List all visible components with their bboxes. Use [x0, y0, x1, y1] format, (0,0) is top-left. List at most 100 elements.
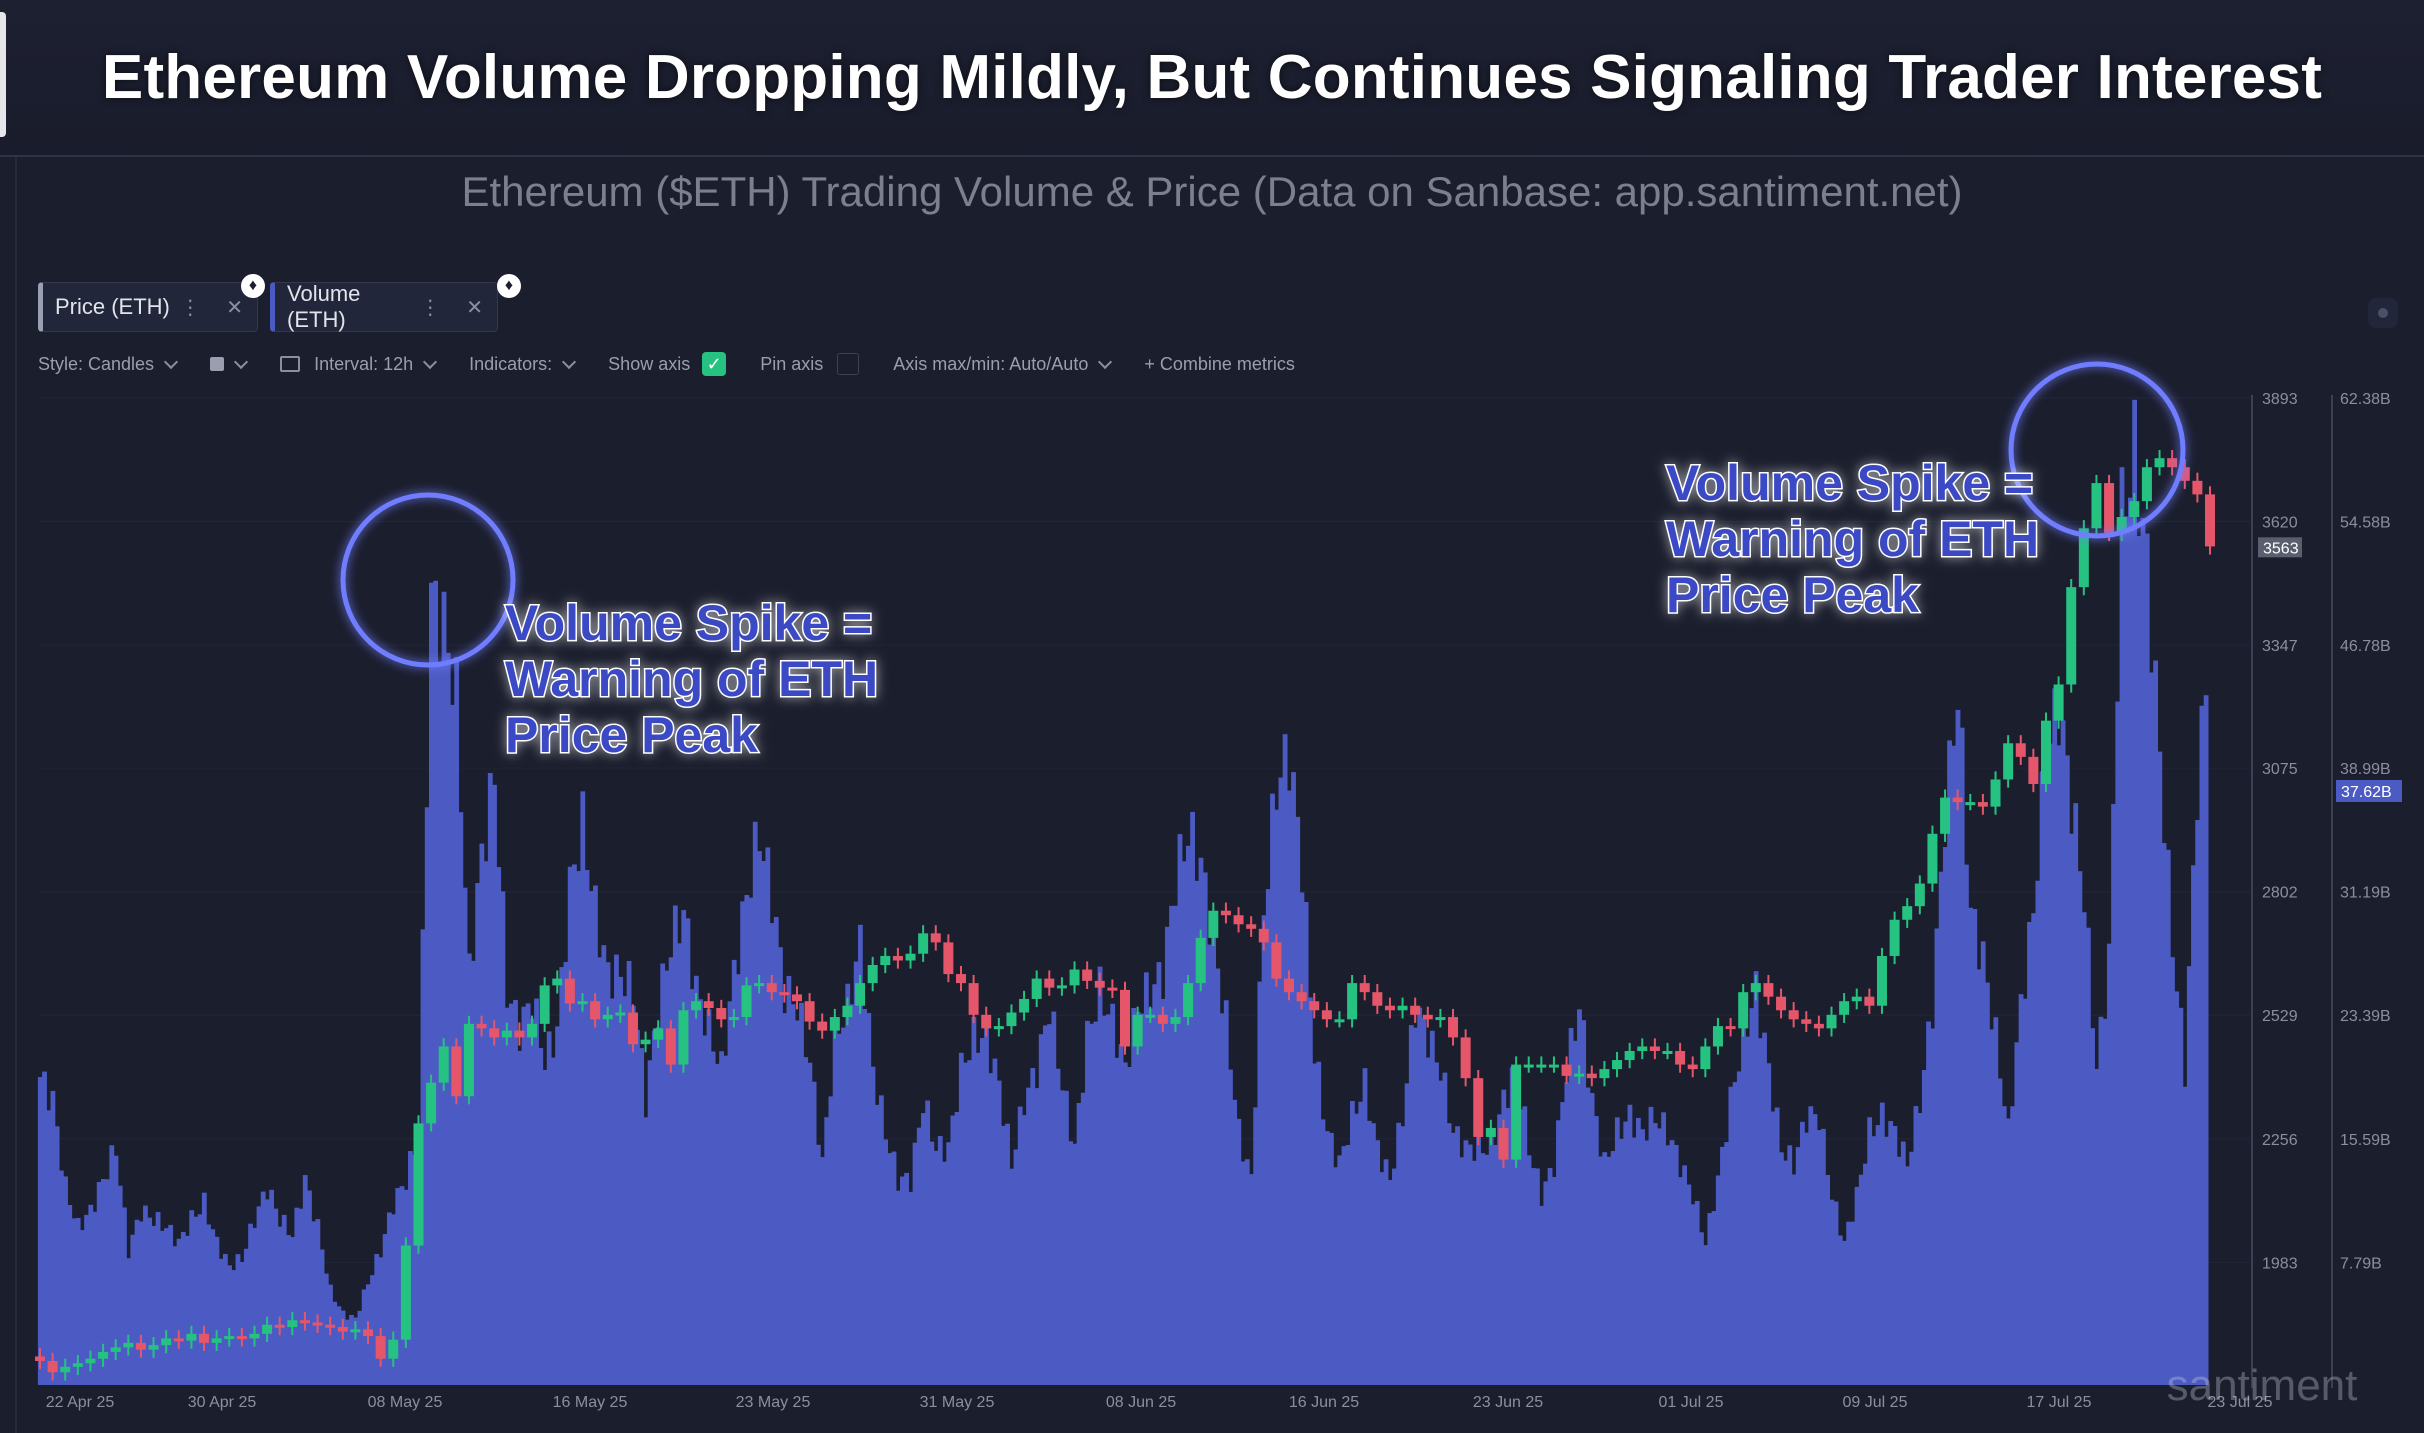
volume-bar	[1749, 1008, 1755, 1385]
volume-bar	[2195, 820, 2201, 1385]
price-series	[35, 450, 2215, 1381]
combine-metrics-button[interactable]: + Combine metrics	[1144, 354, 1295, 375]
volume-bar	[1543, 1181, 1549, 1385]
volume-bar	[143, 1205, 148, 1385]
candle-up	[388, 1339, 399, 1359]
volume-bar	[134, 1219, 140, 1385]
chart-toolbar: Style: Candles Interval: 12h Indicators:…	[38, 352, 1329, 376]
indicators-dropdown[interactable]: Indicators:	[469, 354, 577, 375]
page-title: Ethereum Volume Dropping Mildly, But Con…	[101, 43, 2323, 112]
volume-bar	[88, 1204, 94, 1385]
color-dropdown[interactable]	[210, 354, 249, 371]
candle-down	[1952, 797, 1963, 803]
volume-bar	[1640, 1129, 1645, 1385]
volume-bar	[298, 1208, 304, 1385]
volume-bar	[685, 918, 691, 1385]
volume-bar	[84, 1214, 89, 1385]
volume-bar	[2136, 535, 2142, 1385]
volume-bar	[441, 591, 447, 1385]
volume-bar	[1127, 1066, 1132, 1385]
candle-up	[1536, 1064, 1547, 1068]
interval-dropdown[interactable]: Interval: 12h	[280, 354, 438, 375]
style-dropdown[interactable]: Style: Candles	[38, 354, 179, 375]
candle-down	[1725, 1026, 1736, 1030]
candle-up	[842, 1005, 853, 1018]
tab-price-eth[interactable]: Price (ETH) ⋮ ✕	[38, 282, 258, 332]
volume-bar	[2027, 921, 2032, 1385]
combine-label: + Combine metrics	[1144, 353, 1295, 374]
volume-bar	[1884, 1136, 1889, 1385]
volume-bar	[908, 1191, 914, 1385]
volume-bar	[1892, 1125, 1898, 1385]
candle-up	[1927, 833, 1938, 884]
volume-bar	[1770, 1111, 1776, 1385]
volume-bar	[2064, 755, 2070, 1385]
candle-down	[1649, 1046, 1660, 1051]
volume-bar	[1610, 1151, 1616, 1385]
price-tick-label: 1983	[2262, 1255, 2298, 1272]
volume-bar	[740, 901, 746, 1385]
volume-bar	[2022, 998, 2028, 1385]
checkbox-unchecked-icon[interactable]	[837, 353, 860, 375]
candle-down	[135, 1342, 146, 1350]
candle-down	[1284, 978, 1295, 993]
candle-down	[1384, 1005, 1395, 1011]
volume-bar	[290, 1237, 296, 1385]
volume-bar	[1476, 1134, 1481, 1385]
candle-up	[2066, 587, 2077, 685]
candle-up	[1637, 1046, 1648, 1051]
volume-bar	[635, 1029, 640, 1385]
candle-up	[110, 1347, 121, 1352]
more-options-icon[interactable]: ⋮	[180, 296, 201, 319]
volume-bar	[1328, 1132, 1334, 1385]
x-tick-label: 30 Apr 25	[188, 1394, 257, 1411]
volume-bar	[1593, 1116, 1599, 1385]
volume-bar	[1757, 1038, 1763, 1385]
candle-up	[1599, 1069, 1610, 1079]
close-icon[interactable]: ✕	[466, 296, 483, 319]
volume-bar	[357, 1310, 363, 1385]
volume-bar	[1947, 740, 1952, 1385]
more-options-icon[interactable]: ⋮	[420, 296, 441, 319]
volume-bar	[1371, 1123, 1376, 1385]
volume-bar	[1156, 962, 1162, 1385]
checkbox-checked-icon[interactable]: ✓	[702, 352, 727, 376]
show-axis-toggle[interactable]: Show axis ✓	[608, 352, 727, 376]
volume-bar	[1514, 1067, 1519, 1385]
axis-minmax-dropdown[interactable]: Axis max/min: Auto/Auto	[893, 354, 1113, 375]
calendar-icon	[280, 356, 301, 372]
volume-bar	[891, 1151, 897, 1385]
volume-bar	[462, 887, 468, 1385]
volume-bar	[1333, 1167, 1338, 1385]
volume-bar	[618, 976, 624, 1385]
candle-up	[1145, 1014, 1156, 1018]
candle-up	[855, 983, 866, 1006]
volume-bar	[1164, 926, 1170, 1385]
candle-up	[1738, 992, 1749, 1029]
volume-bar	[1900, 1141, 1906, 1385]
volume-bar	[1118, 1044, 1124, 1385]
volume-bar	[1207, 944, 1212, 1385]
volume-bar	[597, 957, 603, 1385]
volume-bar	[866, 1013, 872, 1385]
volume-bar	[2106, 943, 2112, 1385]
left-edge-tab[interactable]	[0, 12, 6, 137]
volume-bar	[1703, 1245, 1709, 1385]
candle-down	[627, 1012, 638, 1045]
volume-bar	[668, 957, 674, 1385]
candle-up	[1019, 998, 1030, 1013]
volume-last-badge	[2336, 779, 2402, 802]
volume-bar	[307, 1190, 312, 1385]
candle-up	[527, 1023, 538, 1038]
volume-bar	[2199, 705, 2205, 1385]
volume-bar	[1286, 790, 1292, 1385]
pin-axis-toggle[interactable]: Pin axis	[760, 353, 860, 375]
tab-volume-eth[interactable]: Volume (ETH) ⋮ ✕	[270, 281, 498, 332]
volume-bar	[286, 1235, 291, 1385]
volume-bar	[2153, 660, 2159, 1385]
close-icon[interactable]: ✕	[226, 296, 243, 319]
volume-bar	[42, 1071, 47, 1385]
candle-up	[1851, 996, 1862, 1002]
settings-dot-button[interactable]	[2368, 298, 2398, 328]
